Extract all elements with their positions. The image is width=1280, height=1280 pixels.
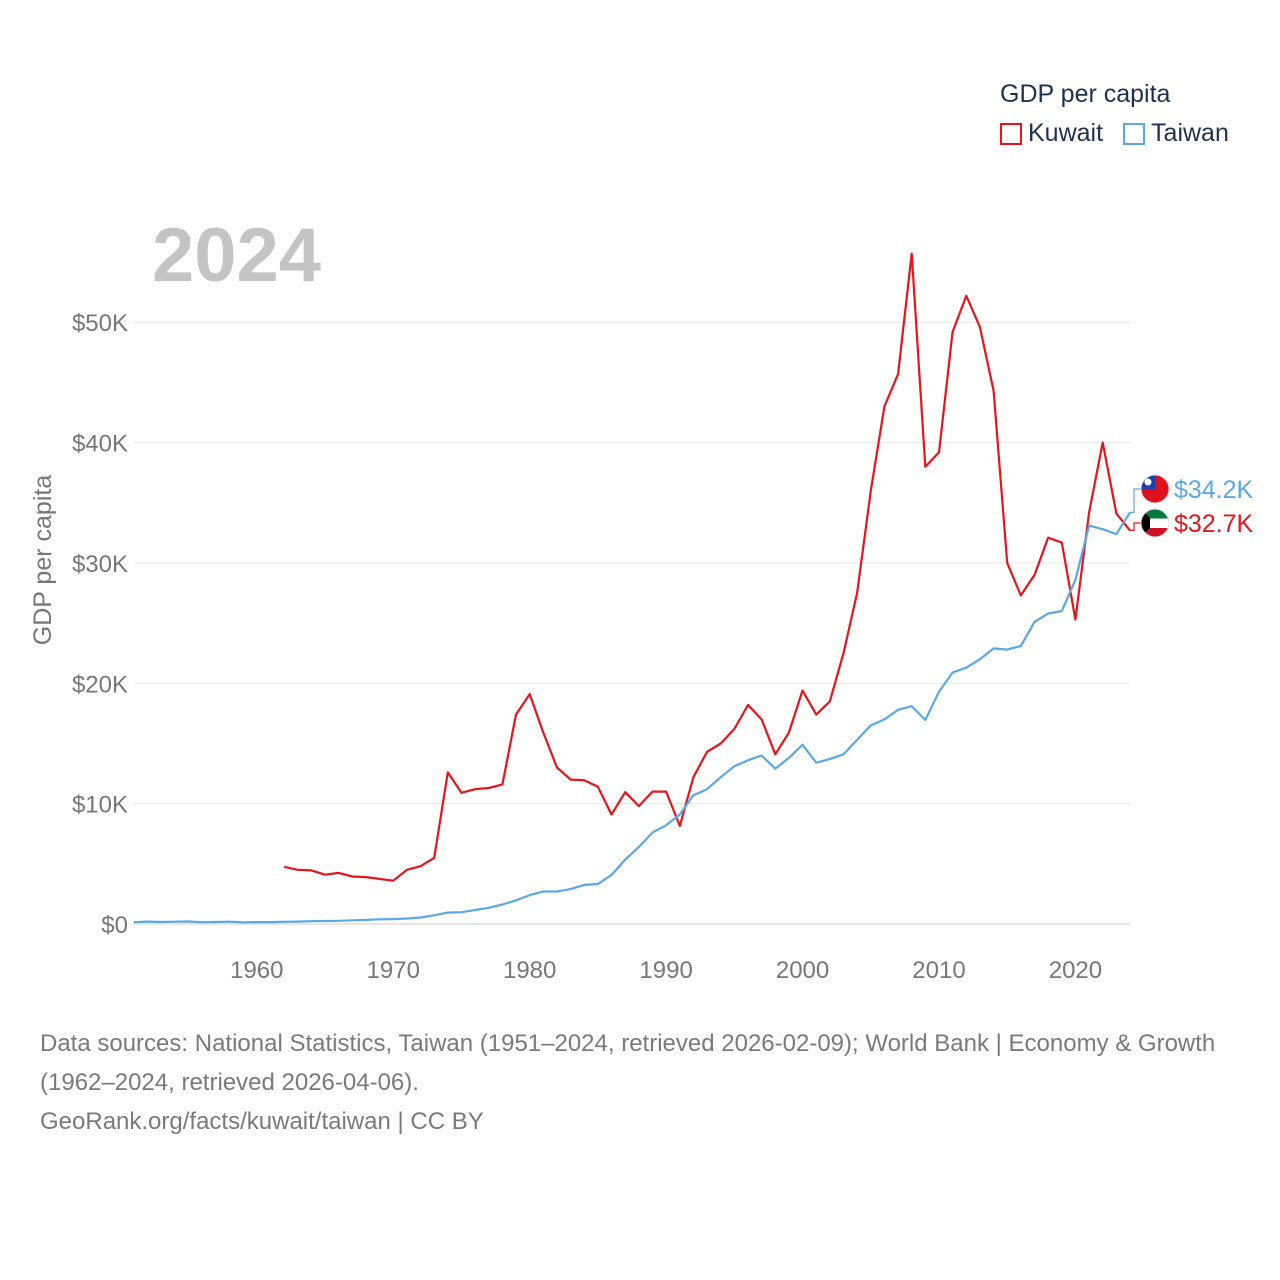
legend-item-kuwait[interactable]: Kuwait: [1000, 119, 1103, 148]
series-line-kuwait: [283, 252, 1131, 882]
legend-label-taiwan: Taiwan: [1151, 119, 1229, 147]
grid-lines: [134, 321, 1130, 925]
taiwan-swatch-icon: [1123, 122, 1146, 145]
end-value-label-kuwait: $32.7K: [1174, 510, 1254, 538]
kuwait-flag-icon: [1140, 508, 1170, 538]
source-link[interactable]: GeoRank.org/facts/kuwait/taiwan | CC BY: [40, 1108, 484, 1135]
series-lines: [133, 252, 1131, 924]
y-tick-label: $20K: [72, 671, 128, 698]
x-tick-label: 2010: [912, 957, 965, 984]
year-label: 2024: [152, 213, 322, 298]
y-tick-label: $10K: [72, 792, 128, 819]
y-tick-label: $40K: [72, 431, 128, 458]
x-axis-ticks: 1960 1970 1980 1990 2000 2010 2020: [230, 957, 1102, 984]
end-labels: $32.7K $34.2K: [1130, 474, 1254, 538]
source-text: Data sources: National Statistics, Taiwa…: [40, 1030, 1216, 1096]
x-tick-label: 1990: [639, 957, 692, 984]
kuwait-swatch-icon: [1000, 122, 1022, 145]
taiwan-flag-icon: [1140, 474, 1170, 504]
legend-label-kuwait: Kuwait: [1028, 119, 1104, 147]
y-tick-label: $30K: [72, 551, 128, 578]
y-axis-label: GDP per capita: [29, 475, 57, 646]
x-tick-label: 1970: [367, 957, 420, 984]
x-tick-label: 2000: [776, 957, 829, 984]
y-tick-label: $50K: [72, 310, 128, 337]
x-tick-label: 2020: [1049, 957, 1102, 984]
x-tick-label: 1980: [503, 957, 556, 984]
legend-title: GDP per capita: [1000, 80, 1171, 108]
legend: GDP per capita Kuwait Taiwan: [1000, 80, 1229, 148]
y-axis-ticks: $0 $10K $20K $30K $40K $50K: [72, 310, 128, 939]
end-connector: [1130, 522, 1141, 532]
end-value-label-taiwan: $34.2K: [1174, 476, 1254, 504]
x-tick-label: 1960: [230, 957, 283, 984]
data-sources: Data sources: National Statistics, Taiwa…: [40, 1024, 1240, 1141]
end-connector: [1130, 488, 1141, 514]
legend-item-taiwan[interactable]: Taiwan: [1123, 119, 1229, 148]
y-tick-label: $0: [101, 912, 128, 939]
series-line-taiwan: [133, 511, 1131, 924]
